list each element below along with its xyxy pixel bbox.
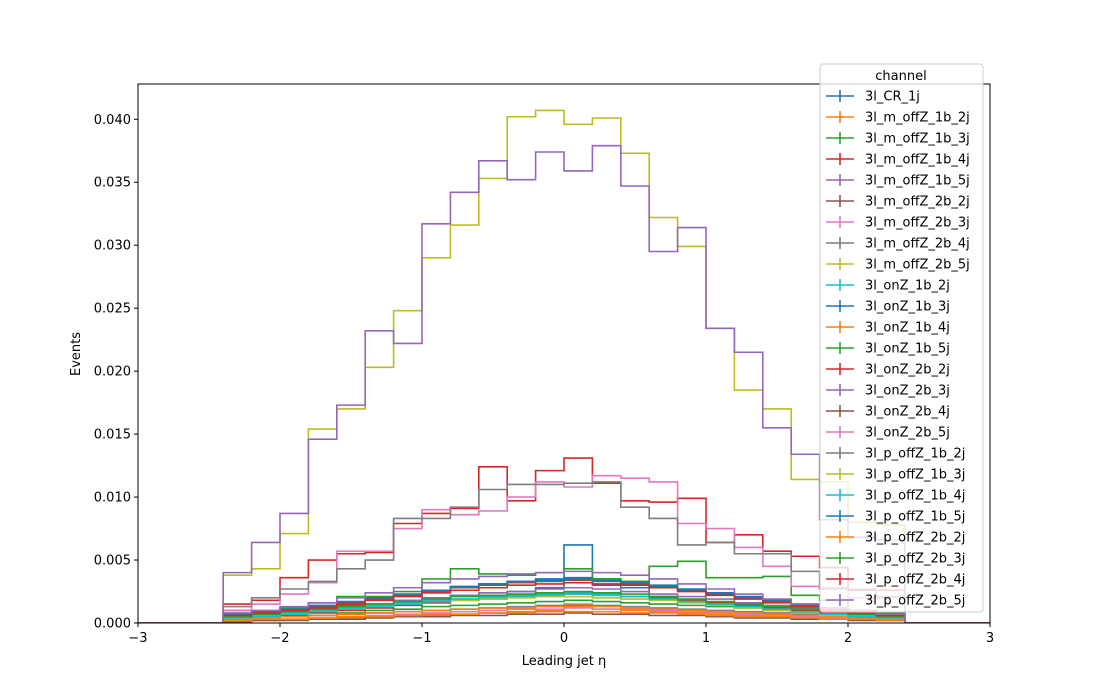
y-tick-label: 0.010 (94, 491, 131, 506)
x-axis-label: Leading jet η (522, 654, 607, 669)
y-tick-label: 0.005 (94, 554, 131, 569)
legend-item: 3l_m_offZ_2b_3j (826, 216, 970, 231)
x-tick-label: 3 (986, 631, 994, 646)
legend-item: 3l_p_offZ_2b_2j (826, 531, 965, 546)
legend-item: 3l_m_offZ_2b_5j (826, 258, 970, 273)
legend-item: 3l_m_offZ_1b_2j (826, 111, 970, 126)
legend-label: 3l_m_offZ_2b_5j (865, 258, 970, 273)
legend-label: 3l_onZ_1b_2j (865, 279, 950, 294)
legend-label: 3l_p_offZ_2b_5j (865, 594, 965, 609)
legend-label: 3l_p_offZ_2b_3j (865, 552, 965, 567)
legend: channel 3l_CR_1j 3l_m_offZ_1b_2j 3l_m_offZ… (819, 63, 984, 613)
legend-item: 3l_onZ_1b_2j (826, 279, 950, 294)
legend-label: 3l_p_offZ_1b_2j (865, 447, 965, 462)
x-tick-label: 0 (560, 631, 568, 646)
legend-item: 3l_onZ_1b_4j (826, 321, 950, 336)
legend-label: 3l_m_offZ_2b_2j (865, 195, 970, 210)
x-axis-ticks: −3 −2 −1 0 1 2 3 (128, 623, 994, 646)
legend-label: 3l_onZ_1b_4j (865, 321, 950, 336)
legend-title: channel (875, 69, 926, 84)
legend-label: 3l_m_offZ_2b_4j (865, 237, 970, 252)
y-axis-label: Events (69, 332, 84, 376)
legend-item: 3l_m_offZ_1b_4j (826, 153, 970, 168)
y-tick-label: 0.030 (94, 239, 131, 254)
legend-label: 3l_p_offZ_1b_4j (865, 489, 965, 504)
legend-label: 3l_m_offZ_1b_3j (865, 132, 970, 147)
legend-item: 3l_p_offZ_1b_4j (826, 489, 965, 504)
legend-label: 3l_p_offZ_2b_2j (865, 531, 965, 546)
legend-item: 3l_m_offZ_2b_2j (826, 195, 970, 210)
legend-label: 3l_p_offZ_1b_5j (865, 510, 965, 525)
legend-item: 3l_p_offZ_1b_3j (826, 468, 965, 483)
y-tick-label: 0.015 (94, 428, 131, 443)
legend-label: 3l_m_offZ_1b_2j (865, 111, 970, 126)
legend-item: 3l_p_offZ_1b_5j (826, 510, 965, 525)
y-tick-label: 0.040 (94, 113, 131, 128)
legend-item: 3l_onZ_2b_3j (826, 384, 950, 399)
y-tick-label: 0.025 (94, 302, 131, 317)
legend-label: 3l_p_offZ_2b_4j (865, 573, 965, 588)
legend-label: 3l_CR_1j (865, 90, 920, 105)
legend-item: 3l_m_offZ_2b_4j (826, 237, 970, 252)
legend-item: 3l_onZ_2b_2j (826, 363, 950, 378)
legend-label: 3l_m_offZ_1b_4j (865, 153, 970, 168)
legend-label: 3l_p_offZ_1b_3j (865, 468, 965, 483)
legend-label: 3l_m_offZ_1b_5j (865, 174, 970, 189)
legend-box (819, 63, 984, 613)
legend-item: 3l_p_offZ_2b_3j (826, 552, 965, 567)
legend-label: 3l_m_offZ_2b_3j (865, 216, 970, 231)
legend-label: 3l_onZ_2b_5j (865, 426, 950, 441)
series-line-3l_p_offZ_2b_2j (138, 610, 990, 623)
legend-item: 3l_onZ_1b_3j (826, 300, 950, 315)
y-tick-label: 0.000 (94, 617, 131, 632)
x-tick-label: −2 (270, 631, 289, 646)
x-tick-label: −3 (128, 631, 147, 646)
legend-item: 3l_p_offZ_1b_2j (826, 447, 965, 462)
legend-item: 3l_p_offZ_2b_4j (826, 573, 965, 588)
y-axis-ticks: 0.000 0.005 0.010 0.015 0.020 0.025 0.030 0.035… (94, 113, 138, 632)
legend-item: 3l_CR_1j (826, 90, 920, 105)
legend-label: 3l_onZ_2b_3j (865, 384, 950, 399)
legend-label: 3l_onZ_1b_3j (865, 300, 950, 315)
series-line-3l_p_offZ_2b_3j (138, 590, 990, 623)
legend-item: 3l_onZ_2b_4j (826, 405, 950, 420)
legend-label: 3l_onZ_2b_4j (865, 405, 950, 420)
y-tick-label: 0.035 (94, 176, 131, 191)
x-tick-label: −1 (412, 631, 431, 646)
x-tick-label: 1 (702, 631, 710, 646)
x-tick-label: 2 (844, 631, 852, 646)
legend-label: 3l_onZ_2b_2j (865, 363, 950, 378)
legend-item: 3l_onZ_1b_5j (826, 342, 950, 357)
legend-item: 3l_onZ_2b_5j (826, 426, 950, 441)
legend-item: 3l_m_offZ_1b_3j (826, 132, 970, 147)
y-tick-label: 0.020 (94, 365, 131, 380)
legend-item: 3l_p_offZ_2b_5j (826, 594, 965, 609)
legend-item: 3l_m_offZ_1b_5j (826, 174, 970, 189)
series-line-3l_onZ_1b_4j (138, 605, 990, 623)
legend-items: 3l_CR_1j 3l_m_offZ_1b_2j 3l_m_offZ_1b_3j 3l… (826, 90, 970, 609)
legend-label: 3l_onZ_1b_5j (865, 342, 950, 357)
